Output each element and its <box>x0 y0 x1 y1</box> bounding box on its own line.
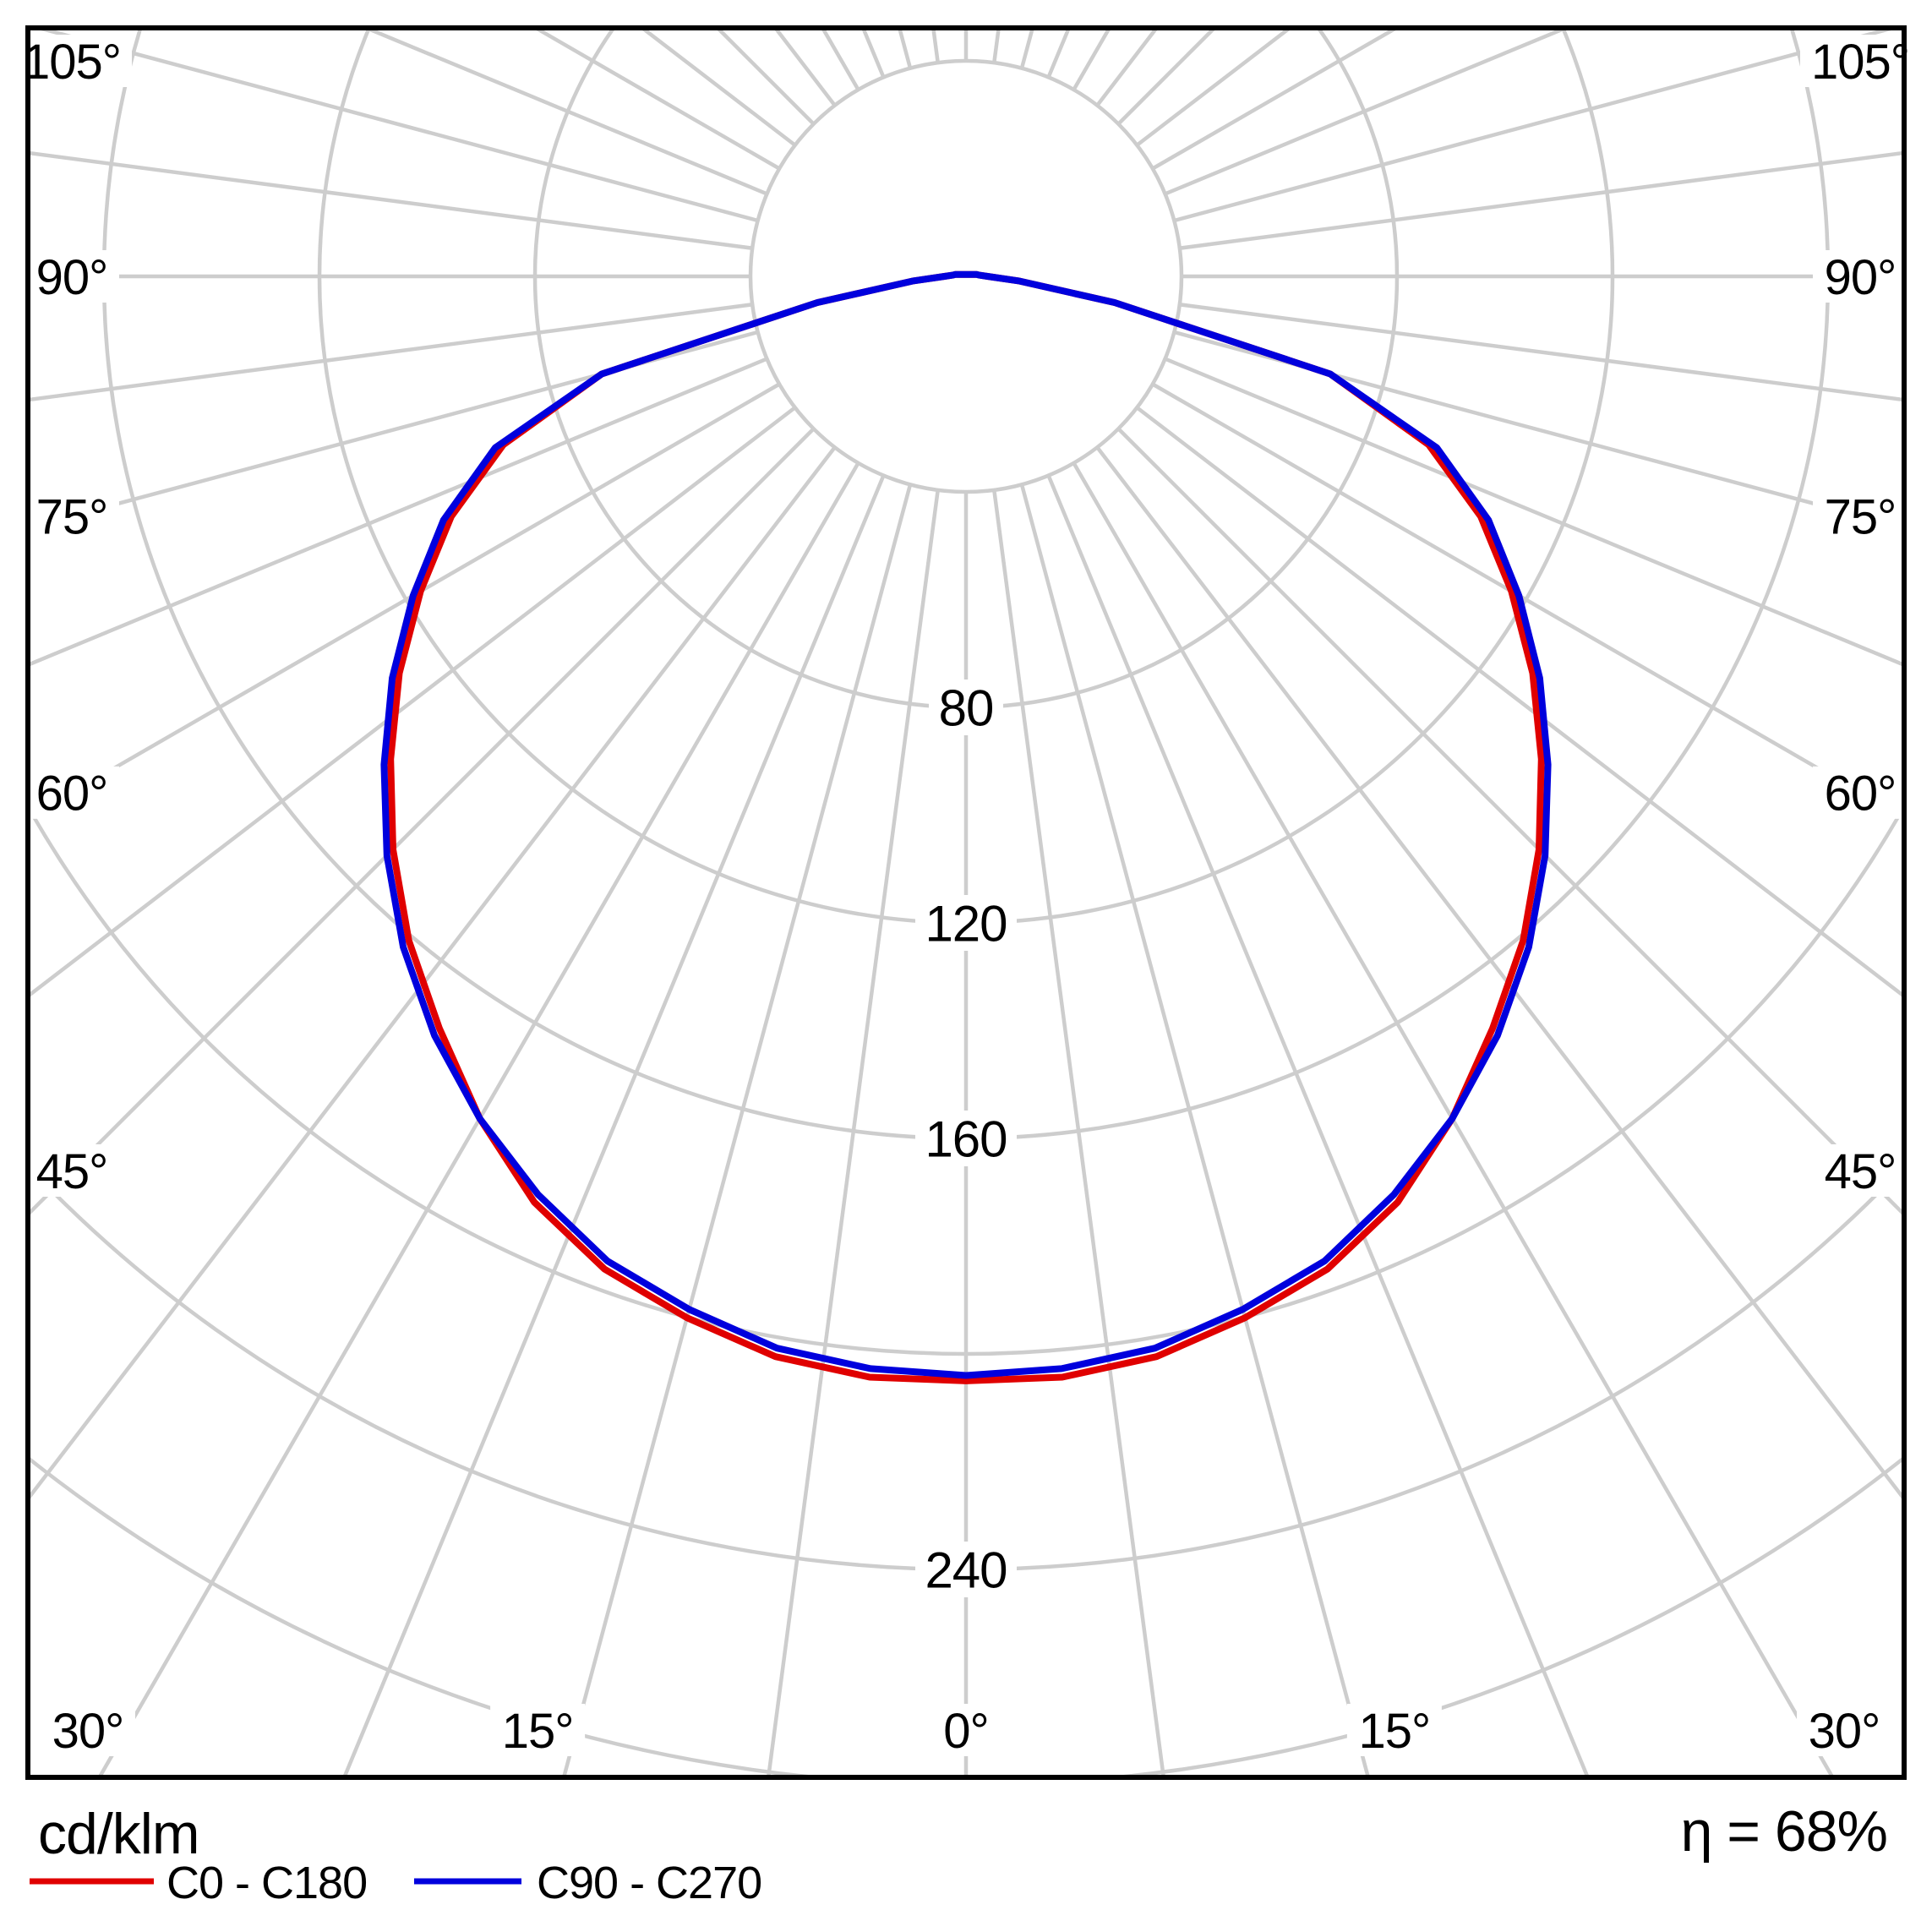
ring-label-120: 120 <box>925 896 1007 952</box>
angle-label-bottom-15: 15° <box>1359 1704 1431 1759</box>
curve-c90-c270 <box>380 270 1552 1379</box>
units-label: cd/klm <box>38 1802 199 1866</box>
angle-label-bottom--30: 30° <box>52 1704 124 1759</box>
ring-label-80: 80 <box>939 680 994 737</box>
angle-label-left-90: 90° <box>36 250 108 305</box>
intensity-curves <box>380 270 1552 1384</box>
angle-label-left-75: 75° <box>36 489 108 544</box>
ring-value-labels: 80 120 160 240 <box>915 679 1017 1599</box>
angle-labels: 105° 105° 90° 90° 75° 75° 60° 60° 45° 45° 30° 15° 0°… <box>12 35 1920 1759</box>
legend-label-c0-c180: C0 - C180 <box>166 1858 367 1908</box>
angle-label-left-45: 45° <box>36 1144 108 1199</box>
angle-label-bottom--15: 15° <box>502 1704 574 1759</box>
angle-label-right-90: 90° <box>1825 250 1897 305</box>
angle-label-right-75: 75° <box>1825 489 1897 544</box>
angle-label-right-105: 105° <box>1811 35 1909 90</box>
legend-label-c90-c270: C90 - C270 <box>537 1858 761 1908</box>
angle-label-left-105: 105° <box>23 35 121 90</box>
plot-frame <box>25 25 1907 1780</box>
efficiency-label: η = 68% <box>1681 1799 1887 1864</box>
angle-label-bottom-0: 0° <box>943 1704 988 1759</box>
angle-label-right-45: 45° <box>1825 1144 1897 1199</box>
angle-label-bottom-30: 30° <box>1809 1704 1880 1759</box>
ring-label-160: 160 <box>925 1111 1007 1168</box>
angle-label-right-60: 60° <box>1825 767 1897 821</box>
angle-label-left-60: 60° <box>36 767 108 821</box>
ring-label-240: 240 <box>925 1542 1007 1599</box>
